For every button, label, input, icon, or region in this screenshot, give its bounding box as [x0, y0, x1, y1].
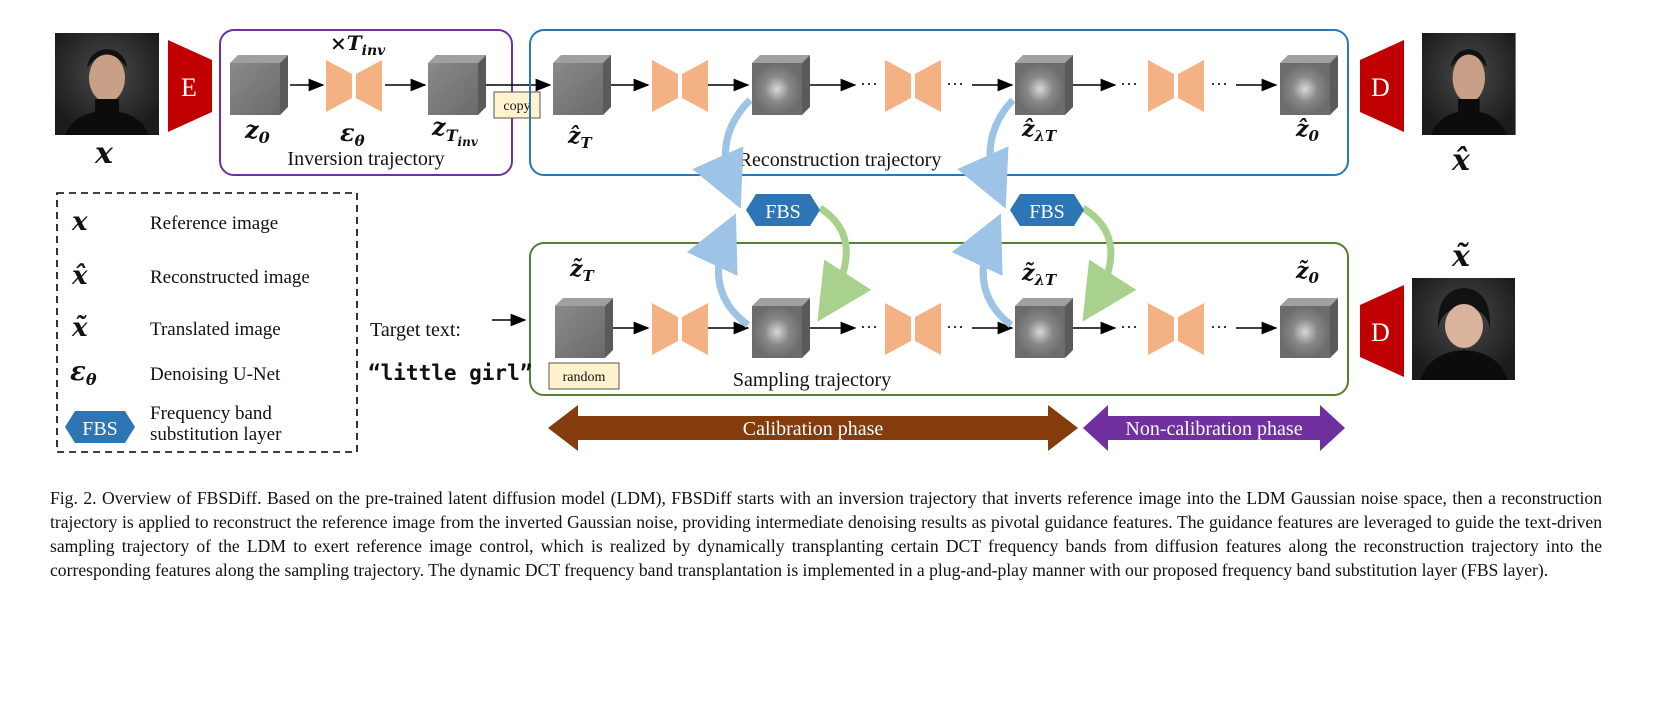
encoder-label: E [181, 73, 197, 102]
fbsdiff-diagram: x E z0 ×Tinv εθ zTinv Inversion trajecto… [55, 29, 1516, 453]
decoder-block-top: D [1360, 40, 1404, 132]
z-t-inv-label: z [431, 112, 447, 141]
svg-text:z̃λT: z̃λT [1021, 260, 1058, 289]
svg-text:FBS: FBS [1029, 201, 1065, 223]
ellipsis: ··· [1120, 74, 1138, 94]
svg-text:×Tinv: ×Tinv [330, 31, 386, 59]
svg-text:Non-calibration phase: Non-calibration phase [1125, 418, 1302, 440]
legend-reference-image: Reference image [150, 213, 278, 234]
z0-label: z [244, 115, 260, 144]
translated-image-symbol: x̃ [1451, 239, 1471, 274]
ztilde-lambda-t-label: z̃ [1021, 260, 1035, 286]
legend-fbs-icon [65, 411, 135, 443]
legend-translated-image: Translated image [150, 319, 281, 340]
svg-text:ẑ0: ẑ0 [1295, 116, 1320, 145]
latent-zhat-0 [1280, 55, 1338, 115]
reconstruction-trajectory-box [529, 29, 1349, 176]
epsilon-theta-label: ε [340, 118, 355, 147]
svg-text:D: D [1371, 73, 1390, 102]
svg-text:FBS: FBS [82, 418, 118, 440]
latent-zhat-t [553, 55, 611, 115]
unet-recon-2 [885, 60, 941, 112]
inversion-trajectory-label: Inversion trajectory [287, 148, 444, 170]
legend-symbol-epsilon: ε [70, 357, 86, 387]
svg-text:zTinv: zTinv [431, 112, 479, 149]
ellipsis: ··· [1210, 74, 1228, 94]
ztilde-t-label: z̃ [569, 256, 583, 282]
latent-sample-intermediate [752, 298, 810, 358]
unet-recon-3 [1148, 60, 1204, 112]
fbs-layer-2: FBS [1010, 194, 1084, 226]
svg-text:z̃0: z̃0 [1295, 258, 1320, 287]
calibration-phase-arrow: Calibration phase [548, 405, 1078, 451]
latent-zhat-lambda-t [1015, 55, 1073, 115]
reconstructed-image-symbol: x̂ [1451, 143, 1471, 178]
legend-fbs-text: Frequency band [150, 403, 272, 424]
target-text-label: Target text: [370, 319, 461, 341]
svg-text:Calibration phase: Calibration phase [743, 418, 884, 440]
ellipsis: ··· [860, 317, 878, 337]
figure-caption: Fig. 2. Overview of FBSDiff. Based on th… [50, 486, 1602, 582]
decoder-block-bottom: D [1360, 285, 1404, 377]
encoder-block: E [168, 40, 212, 132]
reference-image [55, 33, 159, 135]
caption-text: Fig. 2. Overview of FBSDiff. Based on th… [50, 488, 1602, 580]
legend-denoising-unet: Denoising U-Net [150, 364, 281, 385]
latent-ztilde-0 [1280, 298, 1338, 358]
ztilde-0-label: z̃ [1295, 258, 1309, 284]
unet-sample-2 [885, 303, 941, 355]
ellipsis: ··· [1120, 317, 1138, 337]
latent-recon-intermediate [752, 55, 810, 115]
zhat-lambda-t-label: ẑ [1021, 116, 1035, 142]
unet-recon-1 [652, 60, 708, 112]
translated-image [1412, 278, 1515, 380]
legend-reconstructed-image: Reconstructed image [150, 267, 310, 288]
ellipsis: ··· [1210, 317, 1228, 337]
svg-text:εθ: εθ [70, 357, 97, 389]
sampling-trajectory-label: Sampling trajectory [733, 369, 891, 391]
svg-text:z̃T: z̃T [569, 256, 596, 285]
times-t-inv-label: ×T [330, 31, 364, 55]
legend-fbs-text-2: substitution layer [150, 424, 282, 445]
zhat-t-label: ẑ [567, 123, 581, 149]
legend-symbol-x-tilde: x̃ [71, 313, 88, 343]
latent-ztilde-t [555, 298, 613, 358]
legend: x Reference image x̂ Reconstructed image… [56, 192, 358, 453]
sampling-trajectory-box [529, 242, 1349, 396]
copy-tag [493, 91, 541, 119]
ellipsis: ··· [860, 74, 878, 94]
reconstructed-image [1422, 33, 1516, 135]
denoising-unet [326, 60, 382, 112]
ellipsis: ··· [946, 317, 964, 337]
target-text-value: “little girl” [368, 361, 532, 385]
non-calibration-phase-arrow: Non-calibration phase [1083, 405, 1345, 451]
svg-text:D: D [1371, 318, 1390, 347]
latent-z-t-inv [428, 55, 486, 115]
reconstruction-trajectory-label: Reconstruction trajectory [739, 149, 942, 171]
svg-text:z0: z0 [244, 115, 270, 147]
svg-text:FBS: FBS [765, 201, 801, 223]
svg-text:ẑT: ẑT [567, 123, 594, 152]
svg-text:εθ: εθ [340, 118, 365, 150]
legend-symbol-x: x [71, 207, 88, 237]
zhat-0-label: ẑ [1295, 116, 1309, 142]
unet-sample-3 [1148, 303, 1204, 355]
fbs-flow-arrows [686, 97, 1137, 328]
latent-ztilde-lambda-t [1015, 298, 1073, 358]
latent-z0 [230, 55, 288, 115]
random-tag [548, 362, 620, 390]
ellipsis: ··· [946, 74, 964, 94]
copy-label: copy [503, 99, 530, 114]
random-label: random [563, 370, 606, 385]
fbs-layer-1: FBS [746, 194, 820, 226]
reference-image-symbol: x [94, 136, 114, 171]
svg-text:ẑλT: ẑλT [1021, 116, 1058, 145]
legend-symbol-x-hat: x̂ [71, 261, 88, 291]
unet-sample-1 [652, 303, 708, 355]
